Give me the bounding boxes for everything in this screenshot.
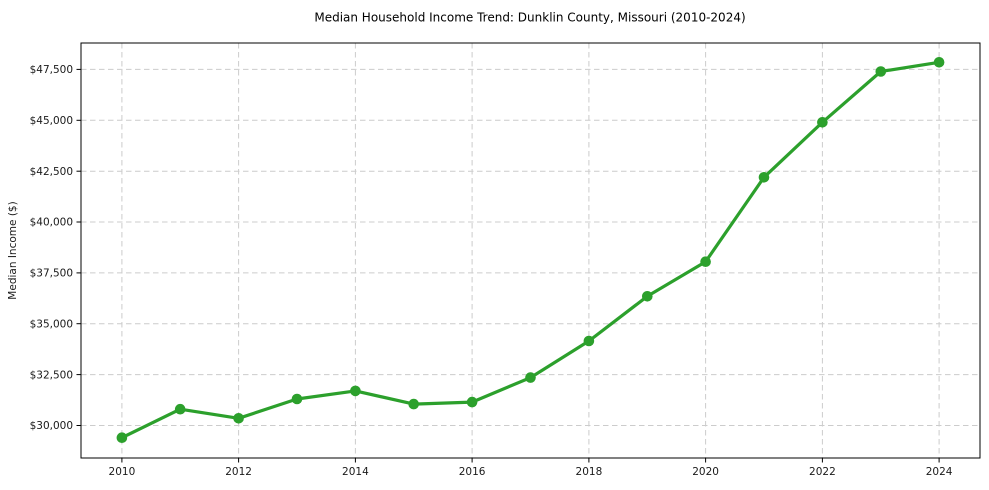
data-point-2022 xyxy=(817,117,828,128)
y-tick-label: $45,000 xyxy=(30,115,73,127)
data-point-2010 xyxy=(116,432,128,444)
y-axis-label: Median Income ($) xyxy=(7,201,19,299)
x-tick-label: 2014 xyxy=(342,466,369,478)
data-point-2023 xyxy=(875,66,887,77)
data-point-2018 xyxy=(583,335,595,347)
chart-title: Median Household Income Trend: Dunklin C… xyxy=(314,11,745,25)
y-tick-label: $47,500 xyxy=(30,64,73,76)
x-tick-label: 2022 xyxy=(809,466,836,478)
y-tick-label: $32,500 xyxy=(30,369,73,381)
y-tick-label: $35,000 xyxy=(30,318,73,330)
x-tick-label: 2010 xyxy=(109,466,136,478)
data-point-2021 xyxy=(758,172,770,183)
data-point-2020 xyxy=(700,256,711,268)
data-point-2014 xyxy=(350,385,361,397)
plot-area: $30,000 $32,500 $35,000 $37,500 $40,000 $42,5… xyxy=(30,42,981,478)
y-tick-label: $42,500 xyxy=(30,166,73,178)
x-tick-label: 2016 xyxy=(459,466,486,478)
y-tick-label: $30,000 xyxy=(30,420,73,432)
data-point-2017 xyxy=(525,372,536,383)
data-point-2016 xyxy=(466,396,478,408)
x-tick-label: 2012 xyxy=(225,466,252,478)
data-point-2011 xyxy=(174,403,186,415)
x-tick-label: 2020 xyxy=(692,466,719,478)
data-point-2013 xyxy=(291,393,303,405)
data-point-2024 xyxy=(933,57,945,68)
data-point-2019 xyxy=(642,291,653,302)
y-tick-label: $40,000 xyxy=(30,217,73,229)
x-tick-label: 2018 xyxy=(576,466,603,478)
plot-border xyxy=(80,42,981,459)
y-tick-label: $37,500 xyxy=(30,268,73,280)
data-point-2015 xyxy=(408,398,420,410)
x-tick-label: 2024 xyxy=(926,466,953,478)
data-point-2012 xyxy=(233,413,244,424)
